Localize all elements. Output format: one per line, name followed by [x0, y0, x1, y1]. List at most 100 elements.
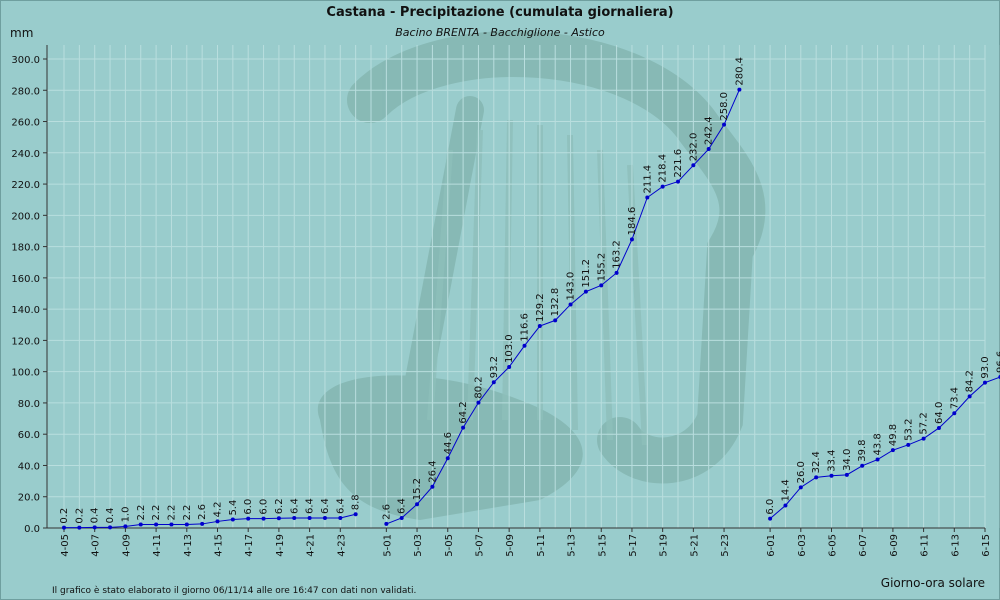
x-tick-label: 4-23	[336, 534, 347, 557]
x-tick-label: 6-09	[889, 534, 900, 557]
x-tick-label: 4-15	[214, 534, 225, 557]
data-point	[138, 522, 143, 527]
data-label: 57.2	[919, 412, 930, 434]
data-point	[783, 503, 788, 508]
data-point	[829, 473, 834, 478]
chart-grid	[47, 45, 1000, 528]
data-label: 280.4	[734, 57, 745, 86]
x-tick-label: 5-15	[597, 534, 608, 557]
data-point	[292, 515, 297, 520]
y-tick-label: 100.0	[11, 368, 40, 379]
data-point	[246, 516, 251, 521]
chart-subtitle: Bacino BRENTA - Bacchiglione - Astico	[395, 26, 605, 39]
x-tick-label: 6-07	[858, 534, 869, 557]
data-label: 4.2	[213, 502, 224, 518]
data-label: 26.0	[796, 461, 807, 483]
x-tick-label: 6-13	[950, 534, 961, 557]
data-point	[645, 195, 650, 200]
data-label: 258.0	[719, 92, 730, 121]
data-label: 0.4	[105, 507, 116, 523]
data-label: 2.6	[381, 504, 392, 520]
data-point	[200, 521, 205, 526]
x-tick-label: 4-05	[60, 534, 71, 557]
data-label: 242.4	[704, 116, 715, 145]
data-point	[92, 525, 97, 530]
data-label: 64.0	[934, 402, 945, 424]
data-point	[860, 463, 865, 468]
data-label: 0.4	[90, 507, 101, 523]
data-label: 143.0	[566, 272, 577, 301]
data-point	[62, 525, 66, 530]
data-label: 129.2	[535, 293, 546, 322]
x-tick-label: 4-17	[244, 534, 255, 557]
data-point	[983, 380, 987, 385]
y-tick-label: 140.0	[11, 305, 40, 316]
data-point	[706, 147, 711, 152]
data-point	[445, 456, 450, 461]
data-label: 2.2	[182, 505, 193, 521]
x-tick-label: 4-19	[275, 534, 286, 557]
data-label: 1.0	[120, 507, 131, 523]
data-point	[906, 442, 911, 447]
data-point	[921, 436, 926, 441]
data-label: 6.2	[274, 498, 285, 514]
y-tick-label: 240.0	[11, 149, 40, 160]
data-point	[322, 515, 327, 520]
x-axis-ticks: 4-05 4-07 4-09 4-11 4-13 4-15 4-17 4-19 4-21 4-23…	[60, 528, 992, 557]
data-label: 96.6	[995, 351, 1000, 373]
data-label: 84.2	[965, 370, 976, 392]
data-point	[507, 364, 512, 369]
data-point	[276, 516, 281, 521]
data-label: 6.4	[335, 498, 346, 514]
y-tick-label: 80.0	[18, 399, 40, 410]
data-point	[169, 522, 174, 527]
x-tick-label: 6-15	[981, 534, 992, 557]
data-label: 2.6	[197, 504, 208, 520]
y-axis-label: mm	[10, 26, 33, 40]
data-point	[614, 270, 619, 275]
data-label: 8.8	[351, 494, 362, 510]
y-tick-label: 260.0	[11, 118, 40, 129]
x-tick-label: 5-05	[444, 534, 455, 557]
y-tick-label: 180.0	[11, 243, 40, 254]
data-label: 73.4	[949, 387, 960, 409]
data-point	[936, 425, 941, 430]
data-point	[676, 179, 680, 184]
data-point	[967, 394, 972, 399]
data-label: 5.4	[228, 500, 239, 516]
y-tick-label: 60.0	[18, 430, 40, 441]
x-tick-label: 5-01	[382, 534, 393, 557]
data-point	[461, 425, 466, 430]
data-point	[184, 522, 189, 527]
x-tick-label: 5-07	[474, 534, 485, 557]
data-label: 93.2	[489, 356, 500, 378]
data-labels: 0.2 0.2 0.4 0.4 1.0 2.2 2.2 2.2 2.2 2.6 4.2 5.4 6.0 6…	[59, 57, 1000, 524]
x-tick-label: 4-21	[306, 534, 317, 557]
data-label: 218.4	[658, 154, 669, 183]
data-label: 6.0	[765, 499, 776, 515]
data-point	[230, 517, 235, 522]
x-tick-label: 6-03	[797, 534, 808, 557]
data-label: 80.2	[473, 376, 484, 398]
data-label: 103.0	[504, 334, 515, 363]
x-tick-label: 4-09	[121, 534, 132, 557]
x-tick-label: 5-03	[413, 534, 424, 557]
data-label: 44.6	[443, 432, 454, 454]
data-label: 0.2	[59, 508, 70, 524]
data-point	[399, 515, 404, 520]
data-label: 211.4	[642, 165, 653, 194]
harp-watermark-logo	[317, 31, 766, 520]
data-point	[660, 184, 665, 189]
data-point	[768, 516, 773, 521]
x-tick-label: 6-11	[920, 534, 931, 557]
data-label: 6.4	[305, 498, 316, 514]
x-tick-label: 5-21	[689, 534, 700, 557]
x-tick-label: 5-23	[720, 534, 731, 557]
data-point	[384, 521, 389, 526]
data-label: 6.0	[243, 499, 254, 515]
data-label: 34.0	[842, 449, 853, 471]
data-label: 2.2	[151, 505, 162, 521]
data-label: 151.2	[581, 259, 592, 288]
x-tick-label: 5-11	[536, 534, 547, 557]
